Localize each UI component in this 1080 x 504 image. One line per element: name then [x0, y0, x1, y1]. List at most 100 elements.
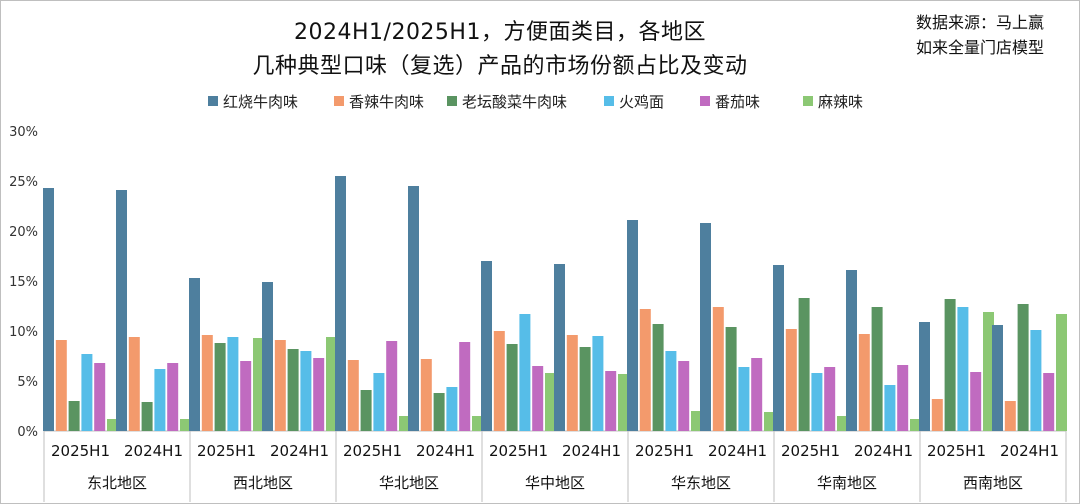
bar: [154, 369, 166, 431]
bar: [386, 341, 398, 431]
bar: [347, 360, 359, 431]
bar: [618, 374, 629, 431]
bar: [678, 361, 690, 431]
x-period-label: 2025H1: [343, 442, 402, 460]
legend-label: 老坛酸菜牛肉味: [462, 93, 567, 111]
y-tick-label: 25%: [9, 175, 38, 190]
bar: [1017, 304, 1029, 431]
bar: [773, 265, 784, 431]
bar: [751, 358, 763, 431]
bar: [592, 336, 604, 431]
bar: [189, 278, 200, 431]
bar: [227, 337, 239, 431]
y-tick-label: 20%: [9, 225, 38, 240]
bar: [579, 347, 591, 431]
bar: [824, 367, 836, 431]
bar: [399, 416, 410, 431]
x-period-label: 2025H1: [51, 442, 110, 460]
bar: [335, 176, 346, 431]
bar: [326, 337, 337, 431]
y-tick-label: 5%: [17, 375, 38, 390]
bar: [94, 363, 106, 431]
bar: [798, 298, 810, 431]
bar: [652, 324, 664, 431]
bar: [408, 186, 419, 431]
y-tick-label: 0%: [17, 425, 38, 440]
bar: [287, 349, 299, 431]
bar: [214, 343, 226, 431]
legend-label: 麻辣味: [818, 93, 863, 111]
bar: [128, 337, 140, 431]
x-period-label: 2025H1: [489, 442, 548, 460]
bar: [420, 359, 432, 431]
bar: [1004, 401, 1016, 431]
bar: [944, 299, 956, 431]
bar: [700, 223, 711, 431]
bar: [846, 270, 857, 431]
bar: [897, 365, 909, 431]
y-tick-label: 30%: [9, 125, 38, 140]
bar: [919, 322, 930, 431]
bar: [992, 325, 1003, 431]
bar: [764, 412, 775, 431]
bar: [81, 354, 93, 431]
x-period-label: 2024H1: [1000, 442, 1059, 460]
bar: [627, 220, 638, 431]
x-region-label: 华南地区: [817, 474, 877, 492]
bar: [858, 334, 870, 431]
bar: [605, 371, 617, 431]
x-period-label: 2024H1: [562, 442, 621, 460]
y-tick-label: 10%: [9, 325, 38, 340]
bar: [274, 340, 286, 431]
x-period-label: 2024H1: [270, 442, 329, 460]
bar: [811, 373, 823, 431]
bar: [240, 361, 252, 431]
x-period-label: 2025H1: [635, 442, 694, 460]
data-source-line2: 如来全量门店模型: [915, 38, 1044, 57]
bar: [566, 335, 578, 431]
x-period-label: 2024H1: [854, 442, 913, 460]
bar: [970, 372, 982, 431]
bar: [253, 338, 264, 431]
bar: [201, 335, 213, 431]
bar: [506, 344, 518, 431]
bar: [837, 416, 848, 431]
bar: [300, 351, 312, 431]
bar: [639, 309, 651, 431]
data-source-line1: 数据来源：马上赢: [915, 13, 1044, 32]
legend-swatch: [700, 96, 710, 106]
bar: [262, 282, 273, 431]
bar: [459, 342, 471, 431]
bar: [712, 307, 724, 431]
x-period-label: 2025H1: [197, 442, 256, 460]
chart-title-line1: 2024H1/2025H1，方便面类目，各地区: [294, 20, 706, 45]
bar: [107, 419, 118, 431]
bar: [983, 312, 994, 431]
bar: [116, 190, 127, 431]
legend-label: 火鸡面: [619, 93, 664, 111]
bar: [180, 419, 191, 431]
x-period-label: 2025H1: [781, 442, 840, 460]
legend-swatch: [208, 96, 218, 106]
legend-swatch: [334, 96, 344, 106]
bar: [472, 416, 483, 431]
bar: [1056, 314, 1067, 431]
bar: [141, 402, 153, 431]
bar: [931, 399, 943, 431]
bar: [167, 363, 179, 431]
legend-swatch: [604, 96, 614, 106]
bar: [373, 373, 385, 431]
bar: [55, 340, 67, 431]
x-period-label: 2025H1: [927, 442, 986, 460]
bar: [871, 307, 883, 431]
bar: [554, 264, 565, 431]
bar: [691, 411, 702, 431]
x-region-label: 华东地区: [671, 474, 731, 492]
x-period-label: 2024H1: [416, 442, 475, 460]
x-region-label: 西南地区: [963, 474, 1023, 492]
bar: [313, 358, 325, 431]
legend-swatch: [447, 96, 457, 106]
x-region-label: 东北地区: [87, 474, 147, 492]
bar: [481, 261, 492, 431]
